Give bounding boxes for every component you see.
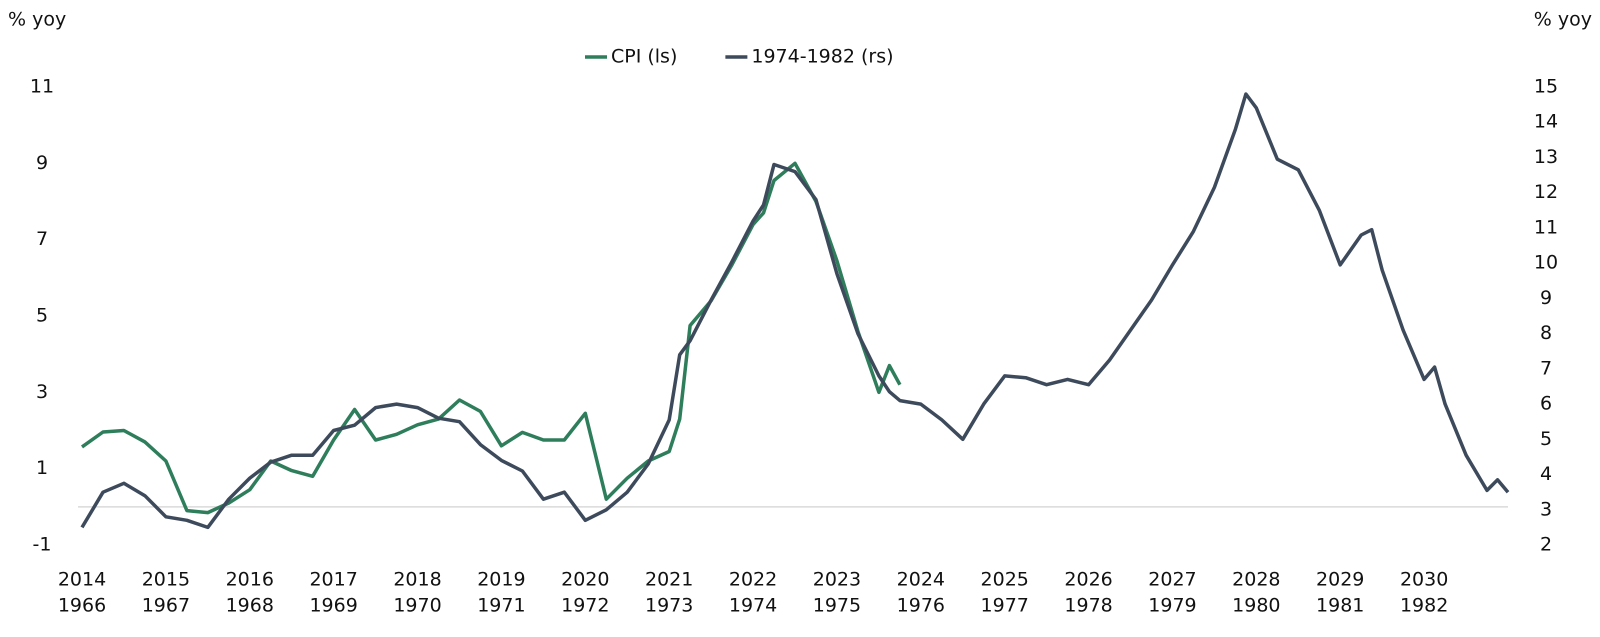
y2-tick-label: 12 — [1534, 181, 1558, 203]
x-tick-label: 2021 — [645, 569, 693, 591]
x2-tick-label: 1970 — [393, 595, 441, 617]
y-tick-label: 1 — [36, 457, 48, 479]
x-tick-label: 2030 — [1400, 569, 1448, 591]
y2-tick-label: 13 — [1534, 146, 1558, 168]
series-line — [80, 161, 902, 515]
x2-tick-label: 1977 — [981, 595, 1029, 617]
x2-tick-label: 1976 — [897, 595, 945, 617]
y2-tick-label: 2 — [1540, 534, 1552, 556]
x2-tick-label: 1974 — [729, 595, 777, 617]
y2-tick-label: 10 — [1534, 252, 1558, 274]
series-line — [80, 92, 1510, 530]
x-tick-label: 2029 — [1316, 569, 1364, 591]
x2-tick-label: 1982 — [1400, 595, 1448, 617]
x-tick-label: 2023 — [813, 569, 861, 591]
legend-label: CPI (ls) — [611, 46, 677, 68]
x2-tick-label: 1966 — [58, 595, 106, 617]
x2-tick-label: 1975 — [813, 595, 861, 617]
x2-tick-label: 1969 — [309, 595, 357, 617]
x-tick-label: 2017 — [309, 569, 357, 591]
y-tick-label: -1 — [33, 534, 52, 556]
y2-tick-label: 3 — [1540, 498, 1552, 520]
y2-tick-label: 7 — [1540, 357, 1552, 379]
y2-tick-label: 6 — [1540, 393, 1552, 415]
x-tick-label: 2027 — [1148, 569, 1196, 591]
x2-tick-label: 1973 — [645, 595, 693, 617]
x-tick-label: 2028 — [1232, 569, 1280, 591]
x-tick-label: 2022 — [729, 569, 777, 591]
x2-tick-label: 1972 — [561, 595, 609, 617]
x2-tick-label: 1980 — [1232, 595, 1280, 617]
x-tick-label: 2026 — [1064, 569, 1112, 591]
x2-tick-label: 1967 — [142, 595, 190, 617]
x-tick-label: 2019 — [477, 569, 525, 591]
y-tick-label: 7 — [36, 228, 48, 250]
y-tick-label: 3 — [36, 381, 48, 403]
x-tick-label: 2016 — [226, 569, 274, 591]
y-tick-label: 9 — [36, 152, 48, 174]
x-tick-label: 2018 — [393, 569, 441, 591]
y-tick-label: 11 — [30, 76, 54, 98]
y2-axis-label: % yoy — [1534, 9, 1592, 31]
y2-tick-label: 5 — [1540, 428, 1552, 450]
x2-tick-label: 1979 — [1148, 595, 1196, 617]
x-tick-label: 2014 — [58, 569, 106, 591]
legend-label: 1974-1982 (rs) — [751, 46, 893, 68]
x-tick-label: 2015 — [142, 569, 190, 591]
x2-tick-label: 1978 — [1064, 595, 1112, 617]
y2-tick-label: 4 — [1540, 463, 1552, 485]
x2-tick-label: 1971 — [477, 595, 525, 617]
y2-tick-label: 15 — [1534, 76, 1558, 98]
x2-tick-label: 1981 — [1316, 595, 1364, 617]
y-tick-label: 5 — [36, 305, 48, 327]
y2-tick-label: 11 — [1534, 216, 1558, 238]
x-tick-label: 2025 — [981, 569, 1029, 591]
y2-tick-label: 9 — [1540, 287, 1552, 309]
x-tick-label: 2020 — [561, 569, 609, 591]
x-tick-label: 2024 — [897, 569, 945, 591]
y2-tick-label: 8 — [1540, 322, 1552, 344]
y2-tick-label: 14 — [1534, 111, 1558, 133]
x2-tick-label: 1968 — [226, 595, 274, 617]
y-axis-label: % yoy — [8, 9, 66, 31]
